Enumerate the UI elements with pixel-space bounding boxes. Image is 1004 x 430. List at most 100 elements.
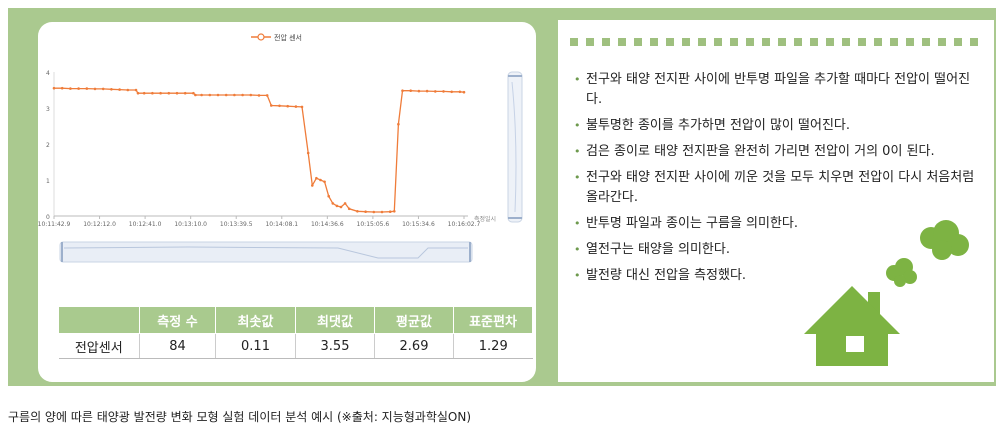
data-point	[356, 210, 359, 213]
x-tick-labels: 10:11:42.9 10:12:12.0 10:12:41.0 10:13:10.0…	[38, 216, 481, 228]
x-tick-label: 10:13:39.5	[220, 221, 253, 228]
data-point	[126, 88, 130, 92]
data-point	[200, 93, 203, 97]
data-point	[241, 93, 244, 97]
data-point	[270, 104, 273, 107]
y-zoom-scrollbar[interactable]	[507, 71, 523, 223]
data-point	[339, 205, 343, 209]
data-point	[110, 88, 113, 91]
data-point	[167, 91, 171, 95]
data-point	[136, 91, 140, 95]
figure-caption: 구름의 양에 따른 태양광 발전량 변화 모형 실험 데이터 분석 예시 (※출…	[8, 410, 472, 424]
x-tick-label: 10:11:42.9	[38, 221, 71, 228]
data-point	[425, 89, 429, 93]
data-point	[77, 87, 80, 90]
series-line	[54, 87, 465, 213]
stats-header-min: 최솟값	[215, 306, 296, 334]
x-axis-label: 측정일시	[474, 215, 496, 223]
data-point	[417, 89, 421, 93]
cloud-icon	[920, 220, 969, 260]
data-point	[347, 207, 351, 211]
list-item: 불투명한 종이를 추가하면 전압이 많이 떨어진다.	[574, 116, 976, 136]
legend-marker-swatch	[257, 33, 265, 41]
dashed-divider	[570, 38, 984, 46]
stats-count-value: 84	[139, 333, 216, 359]
data-point	[442, 90, 445, 93]
data-point	[458, 90, 462, 94]
data-point	[434, 90, 437, 93]
legend-label: 전압 센서	[274, 33, 302, 42]
stats-stddev-value: 1.29	[453, 333, 533, 359]
data-point	[52, 86, 56, 90]
data-point	[118, 88, 121, 91]
stats-header-count: 측정 수	[139, 306, 216, 334]
x-zoom-track[interactable]	[59, 241, 473, 263]
data-point	[233, 93, 236, 97]
x-tick-label: 10:14:36.6	[311, 221, 344, 228]
data-point	[294, 105, 298, 108]
data-point	[323, 180, 326, 184]
data-point	[183, 91, 187, 95]
data-point	[257, 94, 261, 97]
data-point	[462, 90, 466, 94]
data-point	[159, 91, 162, 95]
x-tick-label: 10:15:34.6	[402, 221, 435, 228]
data-point	[60, 86, 64, 90]
stats-sensor-name: 전압센서	[58, 333, 140, 359]
data-point	[306, 151, 310, 155]
stats-max-value: 3.55	[295, 333, 375, 359]
data-point	[311, 184, 314, 187]
y-tick-label: 1	[46, 178, 50, 185]
y-tick-label: 3	[46, 106, 50, 113]
x-tick-label: 10:12:41.0	[129, 221, 162, 228]
data-point	[216, 93, 220, 97]
list-item: 검은 종이로 태양 전지판을 완전히 가리면 전압이 거의 0이 된다.	[574, 142, 976, 162]
data-point	[192, 91, 195, 95]
x-zoom-preview	[63, 246, 468, 259]
list-item: 전구와 태양 전지판 사이에 끼운 것을 모두 치우면 전압이 다시 처음처럼 …	[574, 168, 976, 208]
stats-table: 측정 수 최솟값 최댓값 평균값 표준편차 전압센서 84 0.11 3.55 …	[58, 306, 533, 359]
list-item: 전구와 태양 전지판 사이에 반투명 파일을 추가할 때마다 전압이 떨어진다.	[574, 70, 976, 110]
y-tick-label: 4	[46, 70, 50, 77]
data-point	[393, 210, 396, 213]
green-frame: 전압 센서 0 1 2 3 4 10:11:42.9 10:12:12.0 10:12:41…	[8, 8, 996, 386]
house-icon	[804, 286, 900, 366]
data-point	[194, 93, 197, 97]
y-tick-label: 2	[46, 142, 50, 149]
findings-list: 전구와 태양 전지판 사이에 반투명 파일을 추가할 때마다 전압이 떨어진다.…	[574, 70, 976, 292]
x-tick-label: 10:14:08.1	[265, 221, 298, 228]
list-item: 열전구는 태양을 의미한다.	[574, 240, 976, 260]
table-row: 전압센서 84 0.11 3.55 2.69 1.29	[58, 333, 533, 359]
data-point	[224, 93, 228, 97]
data-point	[93, 87, 97, 91]
list-item: 반투명 파일과 종이는 구름을 의미한다.	[574, 214, 976, 234]
data-point	[300, 105, 304, 109]
data-point	[388, 210, 392, 213]
cloud-icon	[886, 258, 917, 287]
data-point	[151, 91, 154, 95]
data-point	[319, 178, 322, 182]
data-point	[409, 89, 413, 92]
data-point	[450, 90, 454, 94]
data-point	[142, 91, 146, 95]
line-chart: 전압 센서 0 1 2 3 4 10:11:42.9 10:12:12.0 10:12:41…	[38, 33, 523, 228]
data-point	[380, 210, 384, 214]
x-zoom-scrollbar[interactable]	[38, 236, 536, 276]
stats-min-value: 0.11	[215, 333, 296, 359]
data-point	[315, 176, 318, 180]
data-point	[69, 87, 72, 90]
stats-header-max: 최댓값	[295, 306, 375, 334]
data-point	[372, 210, 376, 214]
data-point	[286, 104, 289, 108]
y-zoom-preview	[511, 81, 517, 213]
data-point	[249, 93, 253, 97]
data-point	[331, 202, 335, 205]
stats-header-mean: 평균값	[374, 306, 454, 334]
data-point	[327, 194, 331, 198]
y-zoom-track[interactable]	[507, 71, 523, 223]
chart-legend: 전압 센서	[251, 33, 302, 42]
series-voltage	[52, 86, 466, 214]
stats-mean-value: 2.69	[374, 333, 454, 359]
data-point	[101, 87, 105, 91]
stats-header-stddev: 표준편차	[453, 306, 533, 334]
